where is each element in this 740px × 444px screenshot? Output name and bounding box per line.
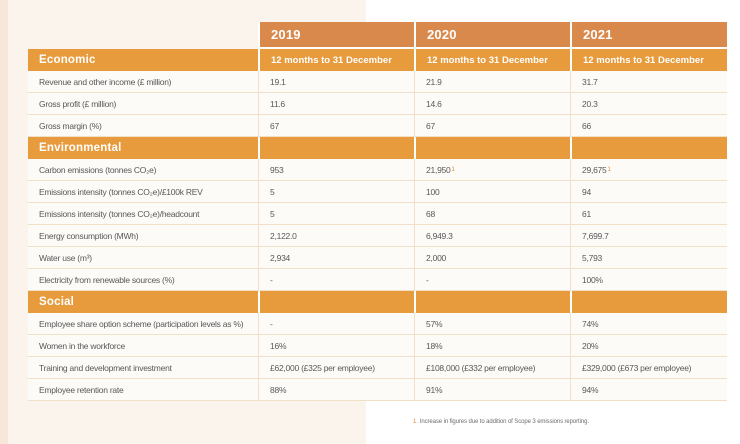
- section-spacer-cell-2019: [258, 137, 414, 159]
- metric-label: Emissions intensity (tonnes CO₂e)/£100k …: [39, 186, 203, 197]
- year-header-2021: 2021: [570, 22, 727, 49]
- metric-value-2021: 61: [570, 203, 727, 224]
- metric-label: Water use (m³): [39, 252, 92, 263]
- section-label-economic: Economic: [28, 49, 258, 71]
- footnote-text: Increase in figures due to addition of S…: [419, 419, 589, 425]
- metric-value-2019: 2,934: [258, 247, 414, 268]
- metric-row-emissions-intensity-tonnes-co-e-headcoun: Emissions intensity (tonnes CO₂e)/headco…: [28, 203, 727, 225]
- metric-row-training-and-development-investment: Training and development investment £62,0…: [28, 357, 727, 379]
- metric-label: Electricity from renewable sources (%): [39, 274, 175, 285]
- metric-value-2021: 74%: [570, 313, 727, 334]
- metric-value-2020: 21,950 1: [414, 159, 570, 180]
- metric-value-2021: 20.3: [570, 93, 727, 114]
- metric-value-2020: 21.9: [414, 71, 570, 92]
- metric-label: Women in the workforce: [39, 340, 125, 351]
- metric-value-2021: 5,793: [570, 247, 727, 268]
- metric-label: Gross profit (£ million): [39, 98, 117, 109]
- left-accent-strip: [0, 0, 8, 444]
- section-header-row-environmental: Environmental: [28, 137, 727, 159]
- period-label-2019: 12 months to 31 December: [258, 49, 414, 71]
- period-label-2020: 12 months to 31 December: [414, 49, 570, 71]
- year-header-2019: 2019: [258, 22, 414, 49]
- metric-value-2020: 14.6: [414, 93, 570, 114]
- metric-row-gross-profit-million: Gross profit (£ million) 11.6 14.6 20.3: [28, 93, 727, 115]
- esg-data-table: 2019 2020 2021 Economic 12 months to 31 Dece…: [28, 22, 727, 401]
- metric-value-2020: 68: [414, 203, 570, 224]
- metric-value-2019: -: [258, 269, 414, 290]
- period-label-2021: 12 months to 31 December: [570, 49, 727, 71]
- metric-value-2019: 5: [258, 203, 414, 224]
- metric-value-2021: 31.7: [570, 71, 727, 92]
- year-header-spacer: [28, 22, 258, 49]
- metric-value-2021: 94%: [570, 379, 727, 400]
- footnote-marker: 1.: [413, 419, 418, 425]
- metric-value-2020: 2,000: [414, 247, 570, 268]
- metric-value-2019: 11.6: [258, 93, 414, 114]
- metric-row-revenue-and-other-income-million: Revenue and other income (£ million) 19.1…: [28, 71, 727, 93]
- metric-label: Carbon emissions (tonnes CO₂e): [39, 164, 157, 175]
- metric-value-2019: 2,122.0: [258, 225, 414, 246]
- metric-row-employee-retention-rate: Employee retention rate 88% 91% 94%: [28, 379, 727, 401]
- metric-value-2019: 88%: [258, 379, 414, 400]
- metric-value-2020: 18%: [414, 335, 570, 356]
- metric-row-carbon-emissions-tonnes-co-e: Carbon emissions (tonnes CO₂e) 953 21,950 1…: [28, 159, 727, 181]
- metric-row-employee-share-option-scheme-participati: Employee share option scheme (participat…: [28, 313, 727, 335]
- metric-value-2020: 67: [414, 115, 570, 136]
- section-spacer-cell-2019: [258, 291, 414, 313]
- metric-value-2021: 20%: [570, 335, 727, 356]
- metric-label: Training and development investment: [39, 362, 172, 373]
- metric-row-gross-margin: Gross margin (%) 67 67 66: [28, 115, 727, 137]
- metric-label: Gross margin (%): [39, 120, 102, 131]
- metric-value-2019: £62,000 (£325 per employee): [258, 357, 414, 378]
- metric-row-energy-consumption-mwh: Energy consumption (MWh) 2,122.0 6,949.3 7,…: [28, 225, 727, 247]
- metric-value-2021: 29,675 1: [570, 159, 727, 180]
- section-label-environmental: Environmental: [28, 137, 258, 159]
- metric-value-2019: 5: [258, 181, 414, 202]
- metric-row-women-in-the-workforce: Women in the workforce 16% 18% 20%: [28, 335, 727, 357]
- year-header-row: 2019 2020 2021: [28, 22, 727, 49]
- metric-value-2019: 67: [258, 115, 414, 136]
- section-spacer-cell-2021: [570, 137, 727, 159]
- year-header-2020: 2020: [414, 22, 570, 49]
- metric-value-2021: £329,000 (£673 per employee): [570, 357, 727, 378]
- metric-label: Employee retention rate: [39, 384, 124, 395]
- metric-label: Revenue and other income (£ million): [39, 76, 172, 87]
- metric-value-2021: 100%: [570, 269, 727, 290]
- footnote: 1. Increase in figures due to addition of…: [413, 419, 589, 425]
- metric-row-electricity-from-renewable-sources: Electricity from renewable sources (%) - -…: [28, 269, 727, 291]
- metric-label: Energy consumption (MWh): [39, 230, 139, 241]
- metric-value-2021: 66: [570, 115, 727, 136]
- metric-value-2020: 91%: [414, 379, 570, 400]
- metric-value-2020: 100: [414, 181, 570, 202]
- metric-label: Emissions intensity (tonnes CO₂e)/headco…: [39, 208, 200, 219]
- metric-value-2019: 16%: [258, 335, 414, 356]
- metric-value-2020: 57%: [414, 313, 570, 334]
- metric-row-emissions-intensity-tonnes-co-e-100k-rev: Emissions intensity (tonnes CO₂e)/£100k …: [28, 181, 727, 203]
- metric-value-2020: £108,000 (£332 per employee): [414, 357, 570, 378]
- metric-value-2019: 953: [258, 159, 414, 180]
- section-header-row-social: Social: [28, 291, 727, 313]
- section-spacer-cell-2021: [570, 291, 727, 313]
- section-label-social: Social: [28, 291, 258, 313]
- section-header-row-economic: Economic 12 months to 31 December 12 month…: [28, 49, 727, 71]
- metric-value-2020: 6,949.3: [414, 225, 570, 246]
- metric-row-water-use-m: Water use (m³) 2,934 2,000 5,793: [28, 247, 727, 269]
- section-spacer-cell-2020: [414, 291, 570, 313]
- section-spacer-cell-2020: [414, 137, 570, 159]
- metric-value-2020: -: [414, 269, 570, 290]
- metric-value-2019: 19.1: [258, 71, 414, 92]
- metric-value-2021: 7,699.7: [570, 225, 727, 246]
- metric-value-2019: -: [258, 313, 414, 334]
- metric-label: Employee share option scheme (participat…: [39, 318, 244, 329]
- metric-value-2021: 94: [570, 181, 727, 202]
